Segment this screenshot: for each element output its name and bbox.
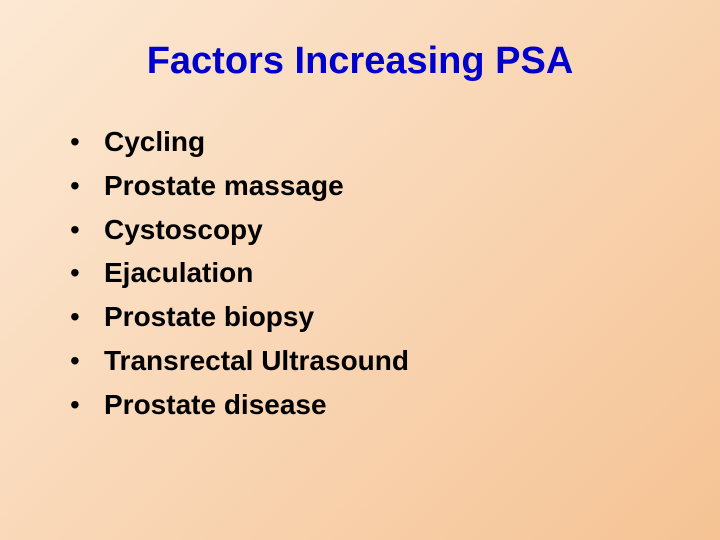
- bullet-icon: •: [70, 303, 82, 331]
- slide-container: Factors Increasing PSA • Cycling • Prost…: [0, 0, 720, 540]
- bullet-text: Prostate biopsy: [104, 298, 314, 336]
- bullet-icon: •: [70, 259, 82, 287]
- list-item: • Ejaculation: [70, 254, 670, 292]
- bullet-text: Prostate disease: [104, 386, 327, 424]
- list-item: • Prostate disease: [70, 386, 670, 424]
- list-item: • Transrectal Ultrasound: [70, 342, 670, 380]
- bullet-icon: •: [70, 391, 82, 419]
- bullet-icon: •: [70, 347, 82, 375]
- list-item: • Prostate biopsy: [70, 298, 670, 336]
- bullet-icon: •: [70, 216, 82, 244]
- bullet-list: • Cycling • Prostate massage • Cystoscop…: [50, 123, 670, 424]
- bullet-icon: •: [70, 128, 82, 156]
- bullet-icon: •: [70, 172, 82, 200]
- bullet-text: Ejaculation: [104, 254, 253, 292]
- bullet-text: Transrectal Ultrasound: [104, 342, 409, 380]
- list-item: • Cycling: [70, 123, 670, 161]
- bullet-text: Cycling: [104, 123, 205, 161]
- list-item: • Cystoscopy: [70, 211, 670, 249]
- slide-title: Factors Increasing PSA: [50, 40, 670, 83]
- bullet-text: Cystoscopy: [104, 211, 263, 249]
- list-item: • Prostate massage: [70, 167, 670, 205]
- bullet-text: Prostate massage: [104, 167, 344, 205]
